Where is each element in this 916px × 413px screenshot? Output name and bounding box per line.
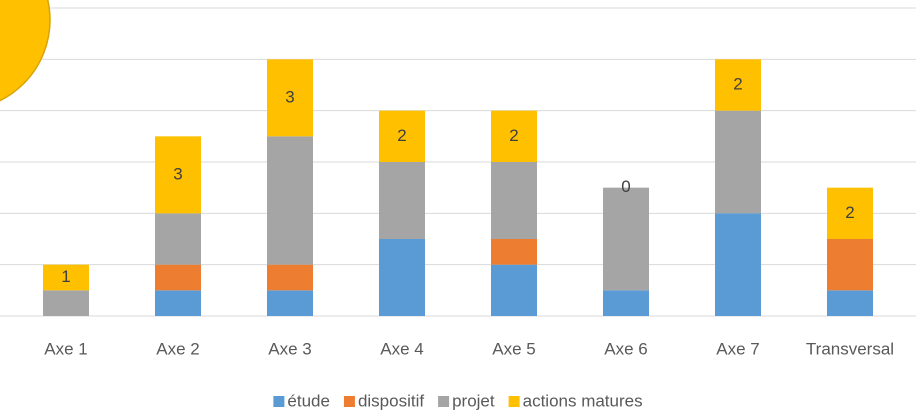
bar-segment (603, 187, 649, 291)
bar-segment (379, 162, 425, 239)
x-tick-label: Axe 6 (604, 339, 647, 358)
x-tick-label: Axe 7 (716, 339, 759, 358)
bar-segment (267, 136, 313, 265)
bar-segment (155, 264, 201, 291)
x-tick-label: Axe 2 (156, 339, 199, 358)
bar-segment (43, 264, 89, 291)
data-label: 2 (397, 126, 406, 145)
data-label: 3 (173, 164, 182, 183)
legend-label: étude (287, 391, 330, 410)
bar-segment (155, 213, 201, 265)
data-label: 2 (733, 74, 742, 93)
legend-swatch (343, 396, 355, 407)
legend-label: dispositif (358, 391, 424, 410)
bar-segment (267, 59, 313, 137)
bar-segment (491, 239, 537, 265)
bar-segment (715, 110, 761, 214)
bar-segment (155, 290, 201, 316)
data-label: 3 (285, 87, 294, 106)
data-label: 2 (509, 126, 518, 145)
legend-label: actions matures (523, 391, 643, 410)
bar-segment (379, 110, 425, 162)
bar-segment (603, 290, 649, 316)
bar-segment (491, 162, 537, 239)
x-tick-label: Axe 5 (492, 339, 535, 358)
data-label: 2 (845, 203, 854, 222)
x-tick-label: Axe 3 (268, 339, 311, 358)
legend: étude dispositif projet actions matures (273, 391, 643, 410)
bar-segment (43, 290, 89, 316)
bar-segment (715, 59, 761, 111)
bar-segment (827, 239, 873, 291)
legend-swatch (508, 396, 520, 407)
legend-swatch (438, 396, 450, 407)
x-tick-label: Axe 1 (44, 339, 87, 358)
x-tick-label: Axe 4 (380, 339, 423, 358)
bar-segment (267, 290, 313, 316)
decoration-circle (0, 0, 51, 102)
bar-segment (827, 290, 873, 316)
bar-segment (155, 136, 201, 214)
data-label: 1 (61, 267, 70, 286)
x-tick-label: Transversal (806, 339, 894, 358)
bar-segment (491, 264, 537, 316)
data-label: 0 (621, 177, 630, 196)
plot-area: 1 Axe 1 3 Axe 2 3 Axe 3 2 Axe 4 2 Axe 5 0 Axe 6 2 Axe… (0, 7, 916, 358)
legend-label: projet (452, 391, 495, 410)
legend-swatch (273, 396, 285, 407)
bar-segment (491, 110, 537, 162)
bar-segment (379, 239, 425, 316)
bar-segment (715, 213, 761, 316)
bar-segment (267, 264, 313, 291)
bar-segment (827, 187, 873, 239)
